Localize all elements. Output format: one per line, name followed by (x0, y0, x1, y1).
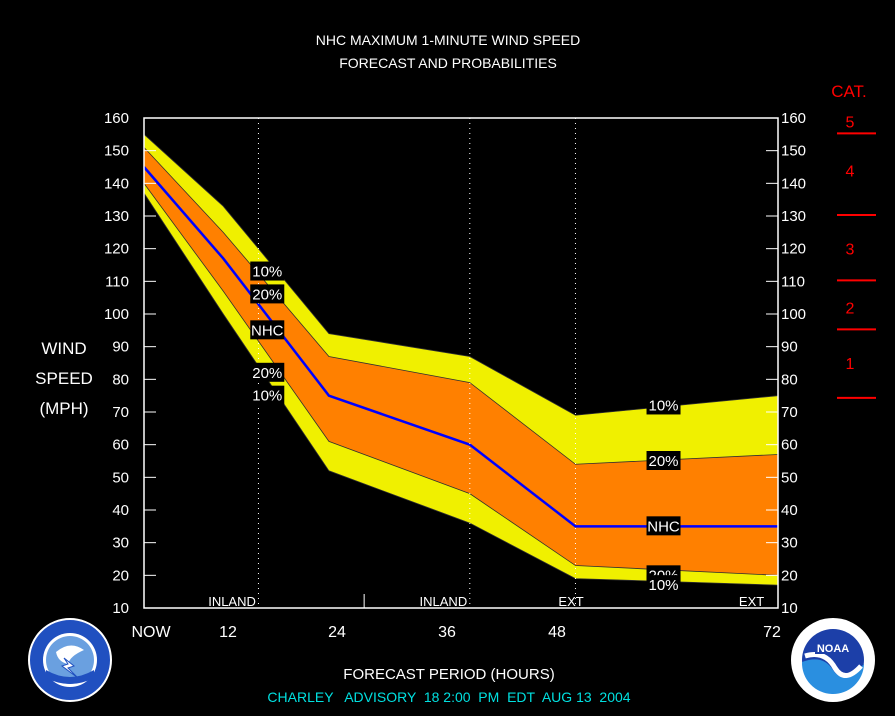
y-tick-label-right: 50 (781, 469, 798, 486)
band-label-box (250, 385, 285, 405)
y-tick-label-left: 80 (112, 371, 129, 388)
y-tick-label-right: 120 (781, 241, 806, 258)
y-tick-label-right: 30 (781, 535, 798, 552)
y-tick-label-left: 70 (112, 404, 129, 421)
y-tick-label-left: 10 (112, 600, 129, 617)
y-tick-label-right: 150 (781, 143, 806, 160)
y-tick-label-right: 40 (781, 502, 798, 519)
y-axis-label-line2: SPEED (35, 369, 93, 388)
band-label: NHC (251, 322, 284, 339)
band-edge-4 (143, 192, 779, 586)
y-tick-label-right: 110 (781, 273, 805, 290)
segment-labels: INLAND INLAND EXT EXT (208, 594, 764, 609)
category-label-3: 3 (846, 242, 855, 259)
y-tick-label-right: 20 (781, 567, 798, 584)
band-label: 20% (649, 453, 679, 470)
plot-frame (143, 117, 779, 609)
band-label: 10% (649, 397, 679, 414)
y-tick-label-left: 30 (112, 535, 129, 552)
y-tick-label-left: 100 (104, 306, 129, 323)
category-label-4: 4 (846, 163, 855, 180)
y-tick-label-left: 160 (104, 110, 129, 127)
y-tick-label-right: 80 (781, 371, 798, 388)
x-tick-label: NOW (131, 624, 171, 641)
nws-logo (28, 618, 112, 702)
band-label: 20% (252, 286, 282, 303)
y-axis-label-line1: WIND (41, 339, 86, 358)
y-axis-label-line3: (MPH) (39, 399, 88, 418)
x-axis: NOW 12 24 36 48 72 (131, 624, 781, 641)
x-tick-label: 12 (219, 624, 237, 641)
chart-title-line2: FORECAST AND PROBABILITIES (339, 55, 557, 71)
noaa-logo-text: NOAA (817, 643, 849, 655)
band-label-box (250, 362, 285, 382)
band-edge-1 (143, 147, 779, 465)
y-tick-label-right: 100 (781, 306, 806, 323)
y-tick-label-left: 40 (112, 502, 129, 519)
band-label: 10% (649, 577, 679, 594)
y-tick-label-right: 160 (781, 110, 806, 127)
chart-title-line1: NHC MAXIMUM 1-MINUTE WIND SPEED (316, 32, 580, 48)
advisory-text: CHARLEY ADVISORY 18 2:00 PM EDT AUG 13 2… (267, 689, 630, 705)
band-label-box (250, 284, 285, 304)
band-edge-3 (143, 183, 779, 576)
y-tick-label-left: 20 (112, 567, 129, 584)
band-label: 10% (252, 264, 282, 281)
category-header: CAT. (831, 82, 867, 101)
y-tick-label-left: 50 (112, 469, 129, 486)
y-tick-label-left: 150 (104, 143, 129, 160)
y-tick-label-left: 130 (104, 208, 129, 225)
y-tick-label-right: 60 (781, 437, 798, 454)
band-label-box (250, 320, 285, 340)
category-label-2: 2 (846, 300, 855, 317)
y-tick-label-left: 140 (104, 175, 129, 192)
y-tick-label-left: 110 (105, 273, 129, 290)
band-label: 20% (252, 365, 282, 382)
category-scale: 5 4 3 2 1 (837, 114, 876, 399)
probability-bands (143, 134, 779, 586)
y-tick-label-right: 10 (781, 600, 798, 617)
segment-label: EXT (739, 594, 764, 609)
y-tick-label-left: 120 (104, 241, 129, 258)
y-tick-label-left: 90 (112, 339, 129, 356)
y-tick-label-right: 140 (781, 175, 806, 192)
segment-label: EXT (558, 594, 583, 609)
segment-label: INLAND (208, 594, 256, 609)
x-axis-label: FORECAST PERIOD (HOURS) (343, 666, 554, 683)
band-label-box (646, 395, 681, 415)
band-label-box (250, 261, 285, 281)
band-label-box (646, 575, 681, 595)
x-tick-label: 72 (763, 624, 781, 641)
y-tick-label-right: 130 (781, 208, 806, 225)
category-label-5: 5 (846, 114, 855, 131)
segment-label: INLAND (420, 594, 468, 609)
x-tick-label: 36 (438, 624, 456, 641)
y-tick-label-left: 60 (112, 437, 129, 454)
y-tick-label-right: 70 (781, 404, 798, 421)
x-tick-label: 48 (548, 624, 566, 641)
x-tick-label: 24 (328, 624, 346, 641)
band-label: NHC (647, 518, 680, 535)
category-label-1: 1 (846, 356, 855, 373)
band-edge-0 (143, 134, 779, 416)
y-tick-label-right: 90 (781, 339, 798, 356)
y-axes: 10 10 20 20 30 30 40 40 50 50 60 60 70 70 80 80 90 90 100 1… (104, 110, 806, 617)
band-label-box (646, 516, 681, 536)
band-label: 10% (252, 388, 282, 405)
nhc-forecast-line (143, 166, 778, 528)
noaa-logo: NOAA (791, 618, 875, 702)
band-20pct (144, 147, 778, 576)
band-label-box (646, 451, 681, 470)
